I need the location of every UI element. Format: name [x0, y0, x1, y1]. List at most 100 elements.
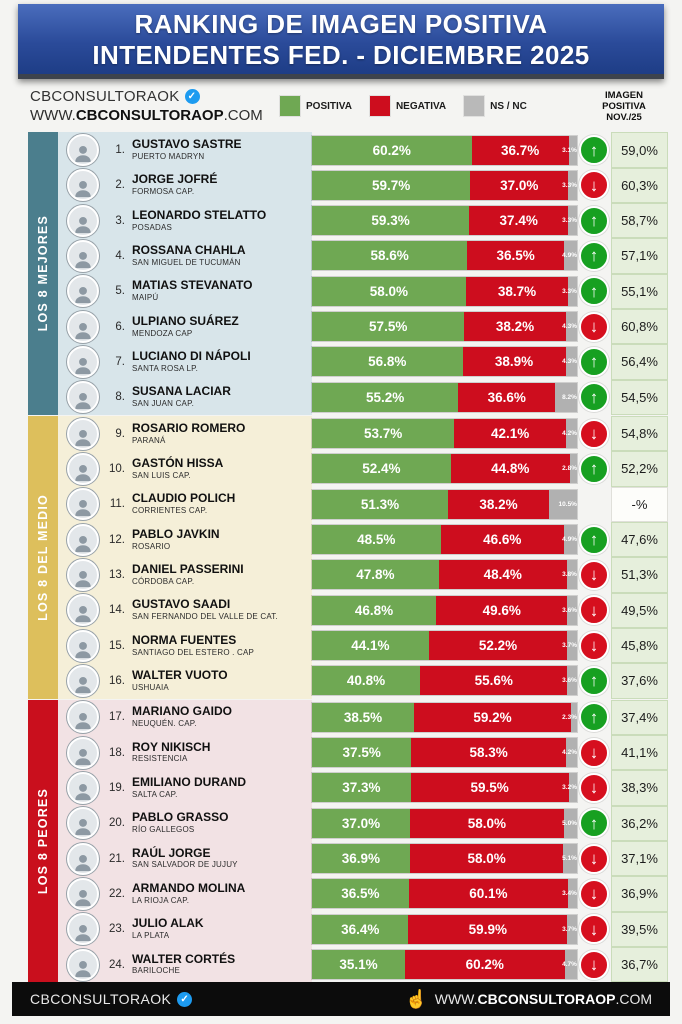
avatar: [67, 664, 99, 697]
bar-nsnc: 4.2%: [562, 419, 577, 449]
stacked-bar: 57.5% 38.2% 4.3%: [312, 312, 577, 342]
mayor-info: PABLO GRASSO RÍO GALLEGOS: [132, 811, 228, 835]
avatar: [67, 913, 99, 946]
trend-zone: ↑: [577, 522, 611, 557]
person-icon: [75, 570, 91, 588]
bar-positiva: 51.3%: [312, 489, 448, 519]
trend-arrow-icon: ↑: [579, 382, 609, 413]
person-icon: [75, 960, 91, 977]
bar-positiva: 57.5%: [312, 312, 465, 342]
bar-nsnc: 4.7%: [562, 950, 577, 980]
table-row: 5. MATIAS STEVANATO MAIPÚ 58.0% 38.7% 3.…: [58, 273, 668, 309]
bar-negativa: 37.0%: [470, 170, 569, 200]
mayor-name: MATIAS STEVANATO: [132, 278, 253, 293]
pointer-hand-icon: ☝: [405, 988, 428, 1009]
bar-negativa: 48.4%: [438, 560, 567, 590]
trend-zone: ↓: [577, 841, 611, 876]
image-bar-zone: 35.1% 60.2% 4.7%: [312, 947, 577, 982]
trend-zone: ↑: [577, 380, 611, 415]
bar-nsnc: 3.3%: [562, 170, 577, 200]
trend-arrow-icon: ↓: [579, 559, 609, 590]
bar-nsnc: 2.3%: [562, 702, 577, 732]
row-identity: 5. MATIAS STEVANATO MAIPÚ: [58, 273, 312, 309]
mayor-city: CÓRDOBA CAP.: [132, 576, 195, 586]
brand-url-prefix: WWW.: [30, 107, 76, 125]
trend-zone: ↓: [577, 947, 611, 982]
bar-positiva: 46.8%: [312, 595, 437, 625]
row-identity: 23. JULIO ALAK LA PLATA: [58, 911, 312, 947]
prev-header-line: IMAGEN: [605, 89, 643, 101]
mayor-name: SUSANA LACIAR: [132, 384, 231, 399]
stacked-bar: 37.3% 59.5% 3.2%: [312, 773, 577, 803]
mayor-name: ROY NIKISCH: [132, 739, 211, 754]
bar-negativa: 55.6%: [420, 666, 568, 696]
rank-label: 17.: [109, 711, 125, 724]
trend-zone: ↓: [577, 593, 611, 628]
brand-url-suffix: .COM: [223, 107, 263, 125]
bar-negativa: 38.2%: [447, 489, 550, 519]
image-bar-zone: 37.5% 58.3% 4.2%: [312, 735, 577, 770]
rank-label: 13.: [109, 568, 125, 581]
mayor-city: NEUQUÉN. CAP.: [132, 719, 197, 729]
mayor-name: ROSARIO ROMERO: [132, 420, 246, 435]
mayor-city: PUERTO MADRYN: [132, 151, 205, 161]
trend-arrow-icon: ↓: [579, 170, 609, 201]
trend-zone: ↓: [577, 912, 611, 947]
mayor-city: POSADAS: [132, 222, 173, 232]
prev-value: 37,6%: [611, 663, 668, 699]
rank-label: 3.: [115, 214, 125, 227]
footer-link[interactable]: ☝ WWW.CBCONSULTORAOP.COM: [405, 989, 652, 1010]
page-title-line-1: RANKING DE IMAGEN POSITIVA: [134, 9, 548, 39]
person-icon: [75, 676, 91, 694]
row-identity: 24. WALTER CORTÉS BARILOCHE: [58, 946, 312, 983]
mayor-info: CLAUDIO POLICH CORRIENTES CAP.: [132, 492, 235, 516]
table-row: 19. EMILIANO DURAND SALTA CAP. 37.3% 59.…: [58, 770, 668, 806]
image-bar-zone: 58.0% 38.7% 3.3%: [312, 274, 577, 309]
bar-negativa: 36.6%: [458, 382, 556, 412]
mayor-name: NORMA FUENTES: [132, 632, 237, 647]
mayor-name: WALTER CORTÉS: [132, 951, 236, 966]
mayor-city: SAN JUAN CAP.: [132, 399, 195, 409]
rank-label: 15.: [109, 639, 125, 652]
legend-swatch-positiva: [280, 96, 300, 117]
image-bar-zone: 37.0% 58.0% 5.0%: [312, 806, 577, 841]
bar-positiva: 40.8%: [312, 666, 421, 696]
mayor-city: SALTA CAP.: [132, 789, 178, 799]
rank-label: 1.: [115, 144, 125, 156]
trend-zone: ↓: [577, 416, 611, 451]
avatar: [67, 842, 99, 875]
bar-negativa: 38.7%: [465, 276, 569, 306]
prev-value: 60,8%: [611, 308, 668, 345]
avatar: [67, 736, 99, 769]
prev-value: 37,4%: [611, 699, 668, 735]
trend-zone: ↑: [577, 132, 611, 167]
table-row: 22. ARMANDO MOLINA LA RIOJA CAP. 36.5% 6…: [58, 876, 668, 912]
bar-nsnc: 5.1%: [562, 844, 577, 874]
bar-negativa: 38.2%: [464, 312, 566, 342]
mayor-city: SAN FERNANDO DEL VALLE DE CAT.: [132, 612, 278, 622]
table-row: 4. ROSSANA CHAHLA SAN MIGUEL DE TUCUMÁN …: [58, 238, 668, 274]
prev-value: 57,1%: [611, 238, 668, 274]
trend-zone: ↓: [577, 876, 611, 911]
bar-negativa: 59.2%: [414, 702, 571, 732]
mayor-info: PABLO JAVKIN ROSARIO: [132, 527, 220, 552]
mayor-info: EMILIANO DURAND SALTA CAP.: [132, 775, 246, 800]
stacked-bar: 37.0% 58.0% 5.0%: [312, 808, 577, 838]
bar-nsnc: 4.2%: [562, 738, 577, 768]
avatar: [67, 807, 99, 840]
rank-label: 19.: [109, 781, 125, 794]
mayor-city: USHUAIA: [132, 682, 169, 692]
stacked-bar: 56.8% 38.9% 4.3%: [312, 347, 577, 377]
footer-brand-name: CBCONSULTORAOK: [30, 991, 172, 1008]
verified-badge-icon: ✓: [177, 991, 193, 1007]
avatar: [67, 204, 99, 237]
row-identity: 15. NORMA FUENTES SANTIAGO DEL ESTERO . …: [58, 627, 312, 664]
table-row: 23. JULIO ALAK LA PLATA 36.4% 59.9% 3.7%…: [58, 911, 668, 947]
bar-negativa: 44.8%: [450, 454, 570, 484]
brand-url[interactable]: WWW.CBCONSULTORAOP.COM: [30, 107, 280, 124]
page-title-line-2: INTENDENTES FED. - DICIEMBRE 2025: [92, 39, 590, 70]
bar-nsnc: 3.4%: [562, 879, 577, 909]
image-bar-zone: 46.8% 49.6% 3.6%: [312, 593, 577, 628]
row-identity: 21. RAÚL JORGE SAN SALVADOR DE JUJUY: [58, 840, 312, 877]
person-icon: [75, 181, 91, 198]
